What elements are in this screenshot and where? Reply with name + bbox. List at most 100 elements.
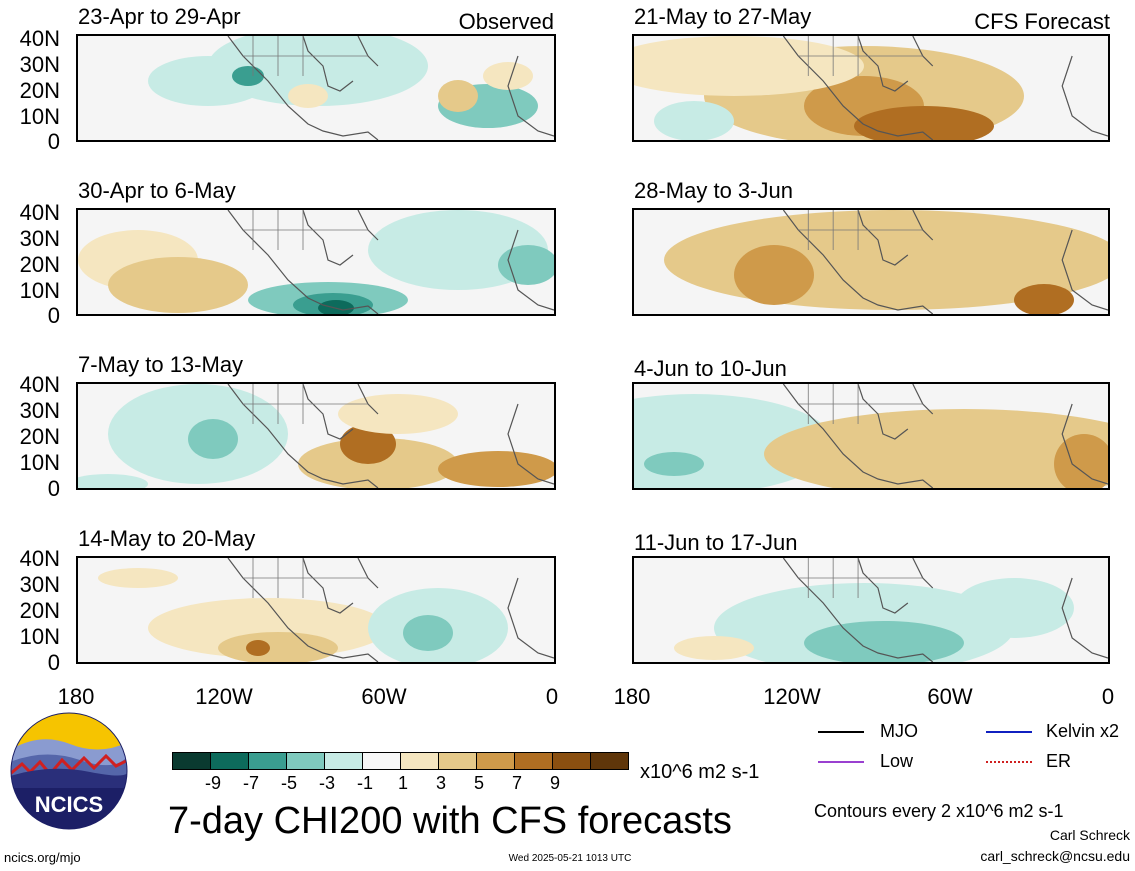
colorbar-swatch bbox=[210, 752, 249, 770]
map-fc-1 bbox=[632, 34, 1110, 142]
lon-tick: 60W bbox=[927, 684, 973, 709]
forecast-label: CFS Forecast bbox=[974, 9, 1110, 34]
lat-tick: 10N bbox=[19, 104, 60, 129]
main-title: 7-day CHI200 with CFS forecasts bbox=[168, 800, 732, 842]
map-svg bbox=[634, 36, 1108, 140]
anomaly-region bbox=[318, 300, 354, 314]
anomaly-region bbox=[764, 409, 1108, 488]
lon-tick: 120W bbox=[195, 684, 253, 709]
lat-tick: 40N bbox=[19, 26, 60, 51]
author-email: carl_schreck@ncsu.edu bbox=[980, 848, 1130, 864]
anomaly-region bbox=[654, 101, 734, 140]
map-svg bbox=[634, 558, 1108, 662]
colorbar-label: 9 bbox=[549, 773, 560, 793]
source-url[interactable]: ncics.org/mjo bbox=[4, 850, 81, 865]
panel-title-fc-3: 4-Jun to 10-Jun bbox=[634, 356, 787, 381]
legend-line-kelvin bbox=[986, 731, 1032, 733]
lat-tick: 0 bbox=[47, 303, 60, 328]
colorbar-label: 5 bbox=[473, 773, 484, 793]
political-borders bbox=[798, 210, 923, 250]
colorbar-label: 7 bbox=[511, 773, 522, 793]
legend-line-mjo bbox=[818, 731, 864, 733]
colorbar-label: -9 bbox=[204, 773, 221, 793]
colorbar-swatch bbox=[324, 752, 363, 770]
legend-label-er: ER bbox=[1046, 751, 1072, 771]
anomaly-region bbox=[98, 568, 178, 588]
lat-tick: 20N bbox=[19, 252, 60, 277]
anomaly-region bbox=[438, 80, 478, 112]
anomaly-region bbox=[78, 474, 148, 488]
lat-tick: 20N bbox=[19, 598, 60, 623]
political-borders bbox=[243, 384, 368, 424]
legend-label-kelvin: Kelvin x2 bbox=[1046, 721, 1120, 741]
colorbar-swatch bbox=[476, 752, 515, 770]
anomaly-region bbox=[483, 62, 533, 90]
lat-tick: 30N bbox=[19, 226, 60, 251]
lon-tick: 0 bbox=[545, 684, 559, 709]
map-fc-2 bbox=[632, 208, 1110, 316]
lon-tick: 60W bbox=[361, 684, 407, 709]
lat-tick: 10N bbox=[19, 450, 60, 475]
observed-label: Observed bbox=[458, 9, 554, 34]
colorbar-swatch bbox=[514, 752, 553, 770]
contours-note: Contours every 2 x10^6 m2 s-1 bbox=[814, 801, 1064, 821]
anomaly-region bbox=[108, 257, 248, 313]
anomaly-region bbox=[246, 640, 270, 656]
anomaly-region bbox=[218, 632, 338, 662]
anomaly-region bbox=[644, 452, 704, 476]
lon-tick: 180 bbox=[613, 684, 651, 709]
author-name: Carl Schreck bbox=[1049, 827, 1130, 843]
map-svg bbox=[78, 558, 554, 662]
map-fc-3 bbox=[632, 382, 1110, 490]
panel-title-obs-2: 30-Apr to 6-May bbox=[78, 178, 236, 203]
anomaly-region bbox=[1054, 434, 1108, 488]
political-borders bbox=[798, 558, 923, 598]
anomaly-region bbox=[403, 615, 453, 651]
anomaly-region bbox=[1014, 284, 1074, 314]
legend-label-mjo: MJO bbox=[880, 721, 918, 741]
political-borders bbox=[798, 36, 923, 76]
lat-tick: 0 bbox=[47, 650, 60, 675]
anomaly-region bbox=[288, 84, 328, 108]
political-borders bbox=[798, 384, 923, 424]
lat-tick: 30N bbox=[19, 572, 60, 597]
timestamp: Wed 2025-05-21 1013 UTC bbox=[508, 853, 632, 864]
political-borders bbox=[243, 558, 368, 598]
colorbar-swatch bbox=[438, 752, 477, 770]
colorbar-label: -1 bbox=[356, 773, 373, 793]
legend-label-low: Low bbox=[880, 751, 914, 771]
legend-line-low bbox=[818, 761, 864, 763]
lon-tick: 0 bbox=[1101, 684, 1115, 709]
lat-tick: 20N bbox=[19, 424, 60, 449]
colorbar-label: -3 bbox=[318, 773, 335, 793]
colorbar-swatch bbox=[362, 752, 401, 770]
anomaly-region bbox=[674, 636, 754, 660]
colorbar bbox=[172, 752, 629, 772]
anomaly-region bbox=[734, 245, 814, 305]
lat-tick: 40N bbox=[19, 200, 60, 225]
anomaly-region bbox=[498, 245, 554, 285]
map-svg bbox=[78, 384, 554, 488]
lat-tick: 40N bbox=[19, 372, 60, 397]
map-obs-1 bbox=[76, 34, 556, 142]
panel-title-fc-2: 28-May to 3-Jun bbox=[634, 178, 793, 203]
anomaly-region bbox=[854, 106, 994, 140]
colorbar-swatch bbox=[590, 752, 629, 770]
panel-title-fc-4: 11-Jun to 17-Jun bbox=[634, 530, 798, 555]
lon-tick: 180 bbox=[57, 684, 95, 709]
coastline bbox=[782, 384, 1108, 488]
anomaly-region bbox=[338, 394, 458, 434]
coastline bbox=[227, 36, 554, 140]
colorbar-label: -7 bbox=[242, 773, 259, 793]
colorbar-swatch bbox=[286, 752, 325, 770]
lat-tick: 0 bbox=[47, 476, 60, 501]
lat-tick: 30N bbox=[19, 52, 60, 77]
map-svg bbox=[78, 210, 554, 314]
map-svg bbox=[78, 36, 554, 140]
map-obs-2 bbox=[76, 208, 556, 316]
panel-title-fc-1: 21-May to 27-May bbox=[634, 4, 812, 29]
coastline bbox=[782, 558, 1108, 662]
colorbar-label: 1 bbox=[397, 773, 408, 793]
panel-title-obs-3: 7-May to 13-May bbox=[78, 352, 244, 377]
panel-title-obs-4: 14-May to 20-May bbox=[78, 526, 256, 551]
